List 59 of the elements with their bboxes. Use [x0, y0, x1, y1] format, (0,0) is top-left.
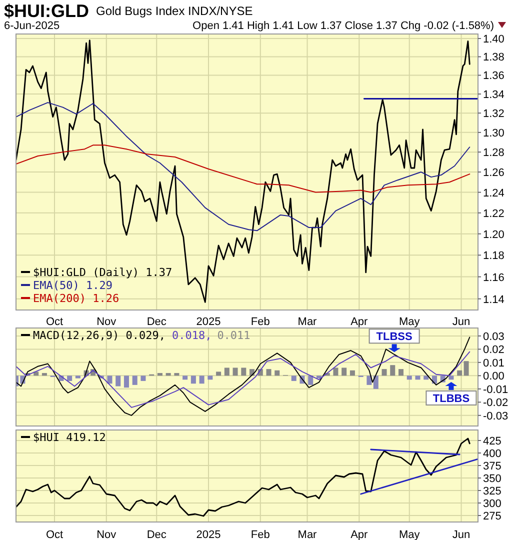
x-tick-label: Mar	[298, 529, 318, 540]
annotation: TLBSS	[376, 331, 412, 344]
y-tick-label: 1.14	[483, 294, 504, 306]
x-tick-label: May	[398, 316, 420, 328]
x-tick-label: Jun	[452, 529, 470, 540]
y-tick-label: 1.32	[483, 108, 504, 120]
y-tick-label: 1.22	[483, 208, 504, 220]
y-tick-label: 325	[483, 486, 502, 498]
text: Open 1.41 High 1.41 Low 1.37 Close 1.37 Chg -0.02 (-1.58%)	[192, 20, 494, 32]
x-tick-label: Nov	[96, 529, 117, 540]
legend-label: $HUI 419.12	[33, 431, 106, 444]
x-tick-label: Feb	[250, 529, 270, 540]
y-tick-label: 1.28	[483, 147, 504, 160]
x-tick-label: Nov	[96, 316, 117, 328]
chart-subtitle: Gold Bugs Index INDX/NYSE	[96, 4, 253, 18]
y-tick-label: 0.01	[483, 357, 504, 370]
legend-label: $HUI:GLD (Daily) 1.37	[33, 266, 172, 279]
y-tick-label: 1.34	[483, 89, 504, 102]
y-tick-label: 425	[483, 436, 502, 448]
y-tick-label: -0.03	[483, 410, 508, 422]
y-tick-label: 275	[483, 510, 502, 522]
y-tick-label: 1.26	[483, 167, 504, 180]
y-tick-label: 1.40	[483, 34, 504, 46]
y-tick-label: 1.16	[483, 272, 504, 284]
y-tick-label: 0.03	[483, 330, 504, 343]
text: 0.011	[217, 329, 250, 342]
text: 6-Jun-2025	[4, 20, 60, 32]
y-tick-label: 0.00	[483, 370, 504, 383]
x-tick-label: Oct	[46, 529, 64, 540]
y-tick-label: 375	[483, 460, 502, 472]
x-tick-label: Apr	[350, 529, 368, 540]
y-tick-label: 300	[483, 498, 502, 510]
y-tick-label: -0.01	[483, 384, 508, 396]
y-tick-label: 1.38	[483, 52, 504, 64]
x-tick-label: Jun	[452, 316, 470, 328]
y-tick-label: 1.36	[483, 70, 504, 82]
y-tick-label: 400	[483, 448, 502, 460]
text: 0.018,	[172, 329, 212, 342]
legend-label: MACD(12,26,9) 0.029,	[33, 329, 166, 342]
y-tick-label: -0.02	[483, 397, 508, 410]
annotation: TLBBS	[432, 392, 470, 405]
y-tick-label: 0.02	[483, 344, 504, 356]
legend-label: EMA(50) 1.29	[33, 279, 112, 292]
x-tick-label: Dec	[146, 316, 167, 328]
x-tick-label: Mar	[298, 316, 318, 328]
x-tick-label: 2025	[196, 316, 221, 328]
chart-title: $HUI:GLD	[4, 1, 89, 21]
x-tick-label: Feb	[250, 316, 270, 328]
y-tick-label: 1.24	[483, 187, 504, 200]
x-tick-label: May	[398, 529, 420, 540]
y-tick-label: 1.20	[483, 228, 504, 241]
y-tick-label: 350	[483, 473, 502, 485]
x-tick-label: Dec	[146, 529, 167, 540]
y-tick-label: 1.18	[483, 250, 504, 262]
x-tick-label: 2025	[196, 529, 221, 540]
y-tick-label: 1.30	[483, 127, 504, 140]
x-tick-label: Oct	[46, 316, 64, 328]
legend-label: EMA(200) 1.26	[33, 292, 120, 305]
x-tick-label: Apr	[350, 316, 368, 328]
